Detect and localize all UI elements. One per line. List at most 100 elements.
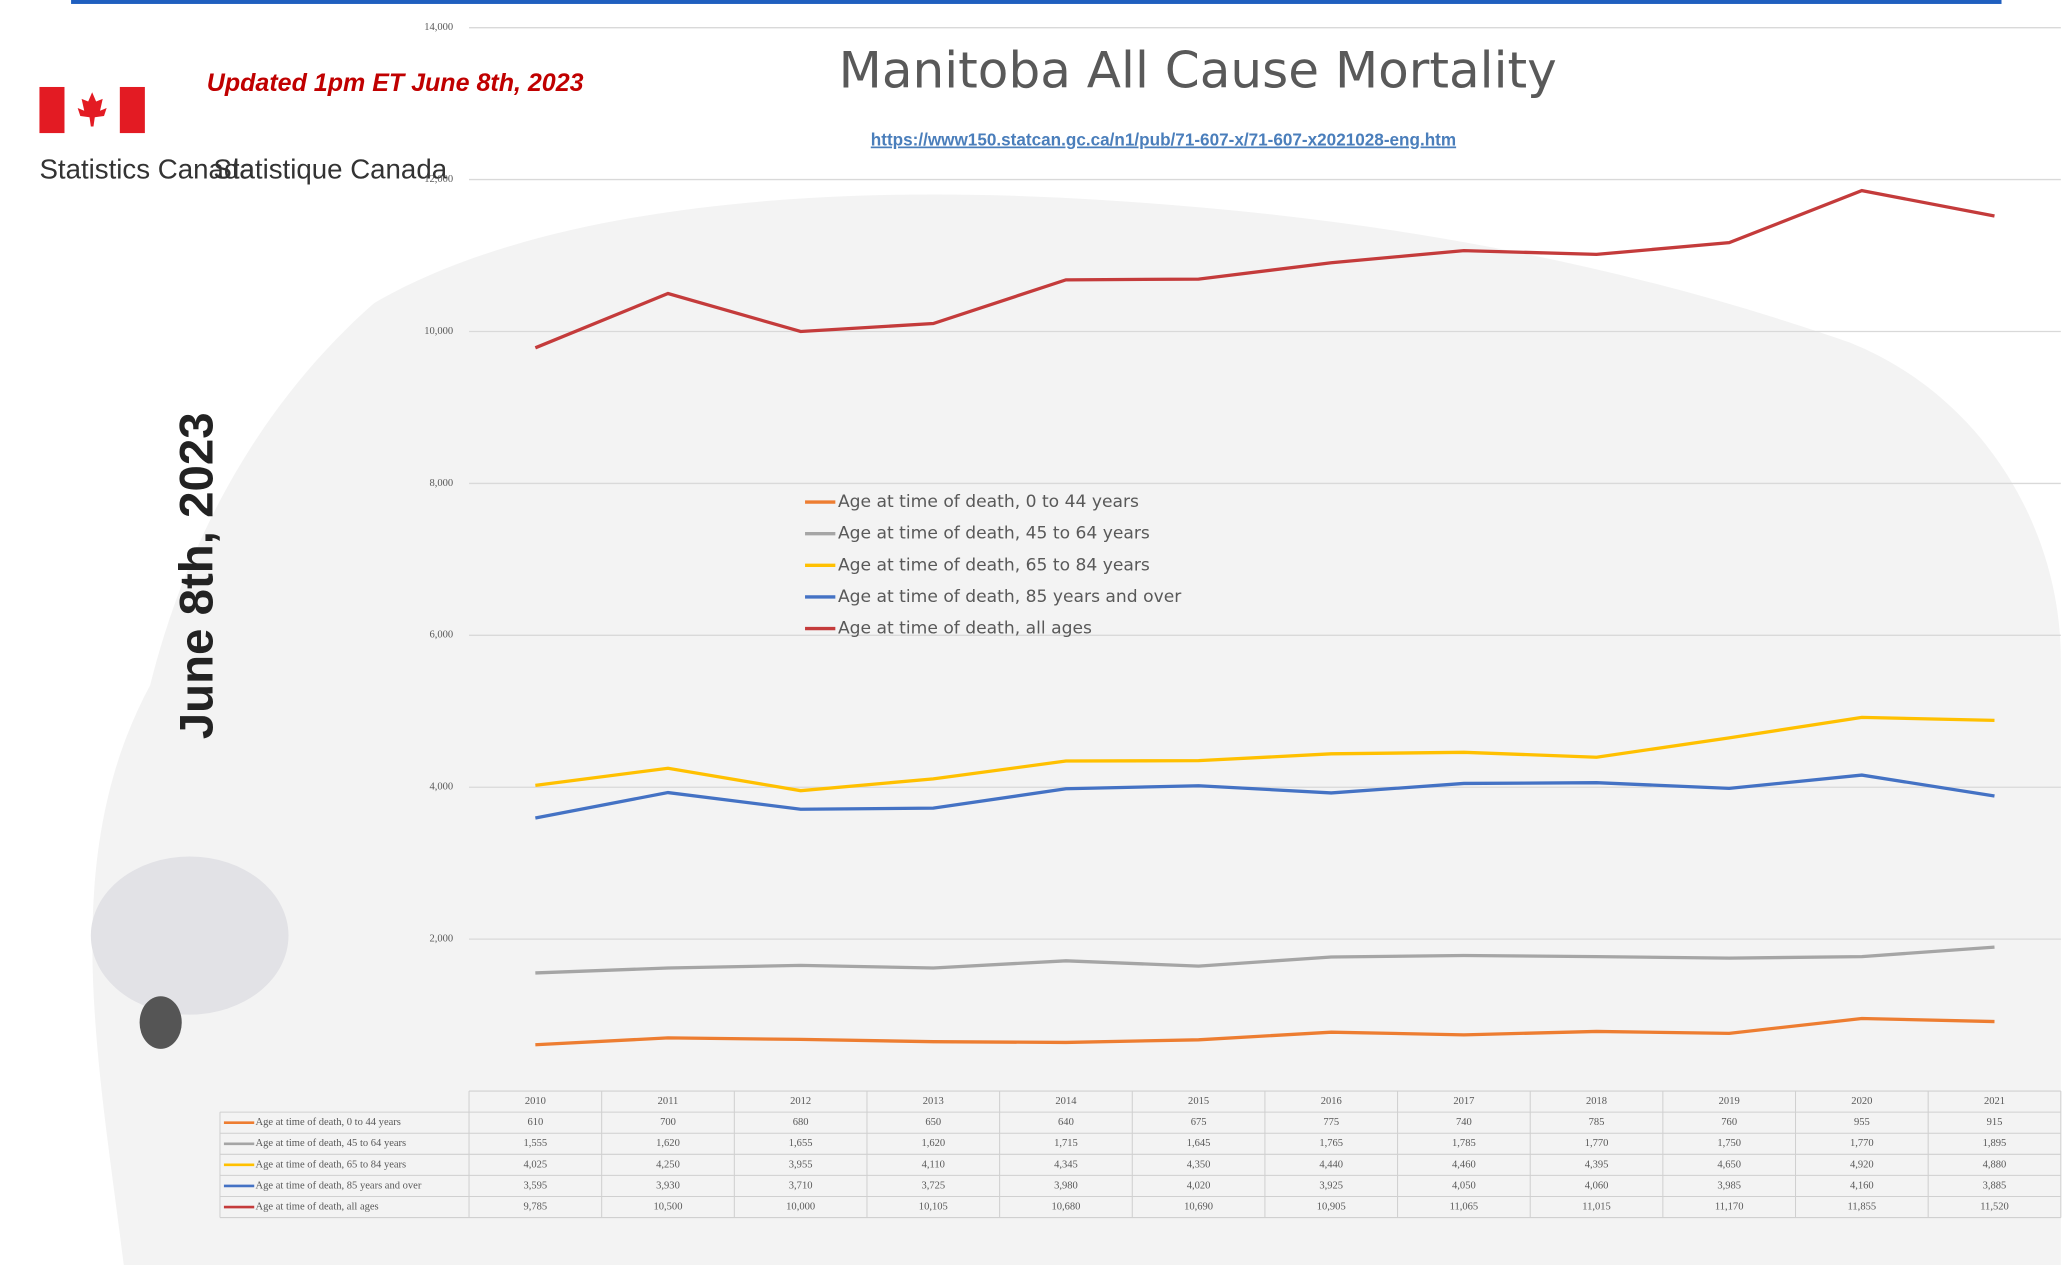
- table-cell: 640: [1058, 1117, 1074, 1128]
- table-year: 2013: [923, 1096, 944, 1107]
- y-tick-label: 10,000: [424, 326, 453, 337]
- table-year: 2016: [1321, 1096, 1342, 1107]
- table-cell: 1,645: [1187, 1138, 1211, 1149]
- flag-bar: [39, 86, 65, 134]
- table-cell: 11,065: [1450, 1201, 1479, 1212]
- table-cell: 10,690: [1184, 1201, 1213, 1212]
- table-cell: 4,060: [1585, 1180, 1609, 1191]
- table-year: 2017: [1453, 1096, 1474, 1107]
- table-cell: 4,020: [1187, 1180, 1211, 1191]
- table-cell: 680: [793, 1117, 809, 1128]
- table-cell: 3,930: [656, 1180, 680, 1191]
- table-cell: 610: [527, 1117, 543, 1128]
- source-link[interactable]: https://www150.statcan.gc.ca/n1/pub/71-6…: [871, 130, 1456, 150]
- table-cell: 760: [1721, 1117, 1737, 1128]
- canada-flag: [39, 86, 145, 134]
- background-drawing: [92, 194, 2061, 1265]
- wolf-icon: [90, 856, 289, 1049]
- table-cell: 4,650: [1717, 1159, 1741, 1170]
- table-cell: 775: [1323, 1117, 1339, 1128]
- table-cell: 10,500: [654, 1201, 683, 1212]
- agency-fr-text: Statistique Canada: [213, 154, 447, 185]
- table-cell: 740: [1456, 1117, 1472, 1128]
- table-cell: 3,725: [921, 1180, 945, 1191]
- table-row-label: Age at time of death, 0 to 44 years: [256, 1117, 401, 1128]
- top-rule: [71, 0, 2002, 4]
- y-tick-label: 12,000: [424, 174, 453, 185]
- table-cell: 3,955: [789, 1159, 813, 1170]
- table-cell: 700: [660, 1117, 676, 1128]
- table-year: 2012: [790, 1096, 811, 1107]
- table-year: 2015: [1188, 1096, 1209, 1107]
- series-line: [535, 773, 1995, 820]
- table-cell: 675: [1191, 1117, 1207, 1128]
- table-cell: 11,015: [1582, 1201, 1611, 1212]
- table-cell: 4,460: [1452, 1159, 1476, 1170]
- table-cell: 955: [1854, 1117, 1870, 1128]
- table-cell: 4,250: [656, 1159, 680, 1170]
- table-cell: 915: [1987, 1117, 2003, 1128]
- table-year: 2014: [1055, 1096, 1077, 1107]
- table-cell: 4,395: [1585, 1159, 1609, 1170]
- table-cell: 650: [925, 1117, 941, 1128]
- table-year: 2021: [1984, 1096, 2005, 1107]
- y-tick-label: 2,000: [430, 934, 454, 945]
- legend-label: Age at time of death, 65 to 84 years: [838, 555, 1150, 575]
- table-cell: 10,680: [1051, 1201, 1080, 1212]
- table-cell: 1,715: [1054, 1138, 1078, 1149]
- table-cell: 3,885: [1983, 1180, 2007, 1191]
- table-cell: 4,440: [1319, 1159, 1343, 1170]
- wolf-head: [90, 856, 289, 1015]
- series-line: [534, 188, 1995, 350]
- table-cell: 11,520: [1980, 1201, 2009, 1212]
- series-line: [535, 715, 1995, 793]
- table-row-label: Age at time of death, 85 years and over: [256, 1180, 422, 1191]
- table-cell: 3,595: [523, 1180, 547, 1191]
- table-cell: 9,785: [523, 1201, 547, 1212]
- table-cell: 3,985: [1717, 1180, 1741, 1191]
- table-cell: 3,980: [1054, 1180, 1078, 1191]
- table-cell: 4,880: [1983, 1159, 2007, 1170]
- table-cell: 1,770: [1585, 1138, 1609, 1149]
- y-tick-label: 8,000: [430, 478, 454, 489]
- legend-label: Age at time of death, 45 to 64 years: [838, 524, 1150, 544]
- table-cell: 1,620: [656, 1138, 680, 1149]
- table-cell: 11,855: [1848, 1201, 1877, 1212]
- table-row-label: Age at time of death, 65 to 84 years: [256, 1159, 407, 1170]
- table-cell: 1,750: [1717, 1138, 1741, 1149]
- table-year: 2018: [1586, 1096, 1607, 1107]
- table-cell: 1,655: [789, 1138, 813, 1149]
- legend-label: Age at time of death, 85 years and over: [838, 587, 1182, 607]
- chart-title: Manitoba All Cause Mortality: [839, 41, 1557, 99]
- series-line: [535, 1016, 1995, 1047]
- legend-label: Age at time of death, 0 to 44 years: [838, 492, 1139, 512]
- agency-fr: Statistique Canada: [213, 154, 447, 185]
- table-year: 2010: [525, 1096, 546, 1107]
- table-cell: 785: [1589, 1117, 1605, 1128]
- table-cell: 1,765: [1319, 1138, 1343, 1149]
- table-cell: 4,110: [922, 1159, 945, 1170]
- paw: [139, 996, 182, 1049]
- table-cell: 3,710: [789, 1180, 813, 1191]
- table-row-label: Age at time of death, all ages: [256, 1201, 379, 1212]
- y-tick-label: 14,000: [424, 22, 453, 33]
- table-year: 2020: [1851, 1096, 1872, 1107]
- updated-note: Updated 1pm ET June 8th, 2023: [207, 69, 584, 97]
- table-cell: 10,105: [919, 1201, 948, 1212]
- series-line: [535, 945, 1995, 975]
- table-cell: 1,785: [1452, 1138, 1476, 1149]
- plot: 2,000 4,000 6,000 8,000 10,000 12,000 14,000 Ag…: [219, 22, 2062, 1219]
- table-year: 2019: [1719, 1096, 1740, 1107]
- agency-en-text: Statistics Canada: [39, 154, 255, 185]
- table-cell: 1,770: [1850, 1138, 1874, 1149]
- table-cell: 1,620: [921, 1138, 945, 1149]
- table-cell: 4,920: [1850, 1159, 1874, 1170]
- table-cell: 4,160: [1850, 1180, 1874, 1191]
- table-cell: 4,345: [1054, 1159, 1078, 1170]
- table-cell: 4,025: [523, 1159, 547, 1170]
- table-cell: 4,050: [1452, 1180, 1476, 1191]
- table-cell: 3,925: [1319, 1180, 1343, 1191]
- table-cell: 11,170: [1715, 1201, 1744, 1212]
- table-cell: 10,905: [1317, 1201, 1346, 1212]
